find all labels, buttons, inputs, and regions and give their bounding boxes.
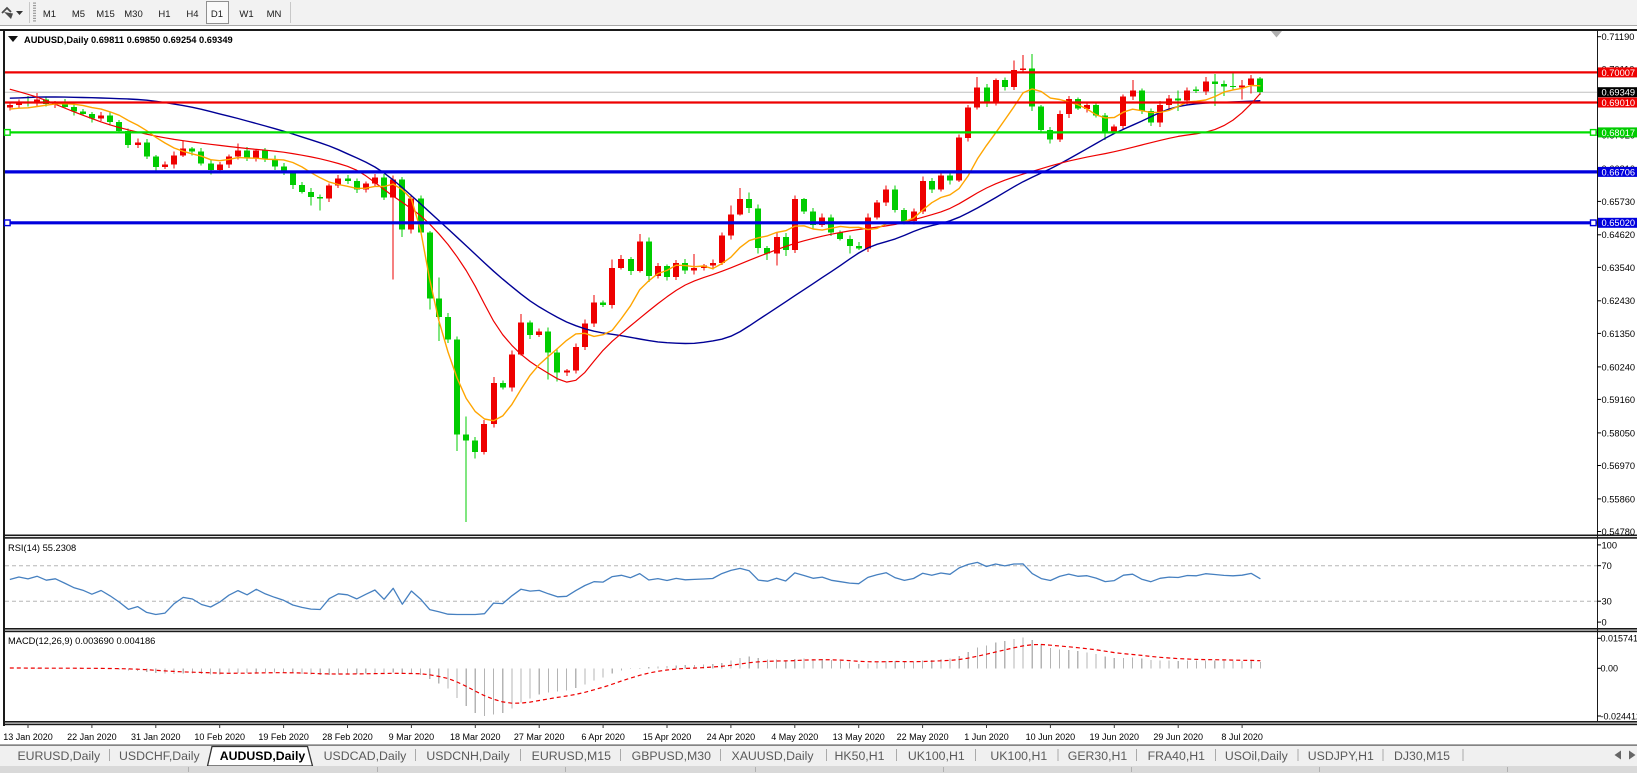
svg-text:0.63540: 0.63540 bbox=[1602, 263, 1636, 273]
svg-text:MACD(12,26,9) 0.003690 0.00418: MACD(12,26,9) 0.003690 0.004186 bbox=[8, 636, 155, 646]
svg-text:0.59160: 0.59160 bbox=[1602, 395, 1636, 405]
svg-text:13 May 2020: 13 May 2020 bbox=[833, 732, 885, 742]
svg-text:0.71190: 0.71190 bbox=[1602, 32, 1635, 42]
svg-text:0.54780: 0.54780 bbox=[1602, 527, 1636, 537]
svg-text:4 May 2020: 4 May 2020 bbox=[771, 732, 818, 742]
svg-text:EURUSD,Daily: EURUSD,Daily bbox=[17, 749, 101, 763]
svg-text:19 Feb 2020: 19 Feb 2020 bbox=[258, 732, 309, 742]
svg-text:H4: H4 bbox=[186, 9, 198, 20]
svg-text:9 Mar 2020: 9 Mar 2020 bbox=[389, 732, 435, 742]
svg-text:MN: MN bbox=[267, 9, 282, 20]
svg-text:0.65020: 0.65020 bbox=[1602, 218, 1636, 228]
svg-text:0.56970: 0.56970 bbox=[1602, 461, 1636, 471]
svg-text:28 Feb 2020: 28 Feb 2020 bbox=[322, 732, 373, 742]
svg-text:USDCNH,Daily: USDCNH,Daily bbox=[426, 749, 510, 763]
svg-text:19 Jun 2020: 19 Jun 2020 bbox=[1090, 732, 1140, 742]
svg-text:13 Jan 2020: 13 Jan 2020 bbox=[3, 732, 53, 742]
svg-text:6 Apr 2020: 6 Apr 2020 bbox=[581, 732, 625, 742]
svg-text:0.64620: 0.64620 bbox=[1602, 230, 1636, 240]
svg-text:W1: W1 bbox=[239, 9, 253, 20]
svg-text:29 Jun 2020: 29 Jun 2020 bbox=[1153, 732, 1203, 742]
svg-text:USOil,Daily: USOil,Daily bbox=[1225, 749, 1289, 763]
svg-text:0.61350: 0.61350 bbox=[1602, 329, 1636, 339]
svg-text:USDJPY,H1: USDJPY,H1 bbox=[1308, 749, 1374, 763]
svg-text:0.65730: 0.65730 bbox=[1602, 197, 1636, 207]
svg-text:18 Mar 2020: 18 Mar 2020 bbox=[450, 732, 501, 742]
svg-text:0.015741: 0.015741 bbox=[1601, 634, 1637, 644]
svg-text:0.69010: 0.69010 bbox=[1602, 98, 1636, 108]
svg-text:EURUSD,M15: EURUSD,M15 bbox=[532, 749, 611, 763]
svg-text:0.60240: 0.60240 bbox=[1602, 362, 1636, 372]
svg-text:-0.024412: -0.024412 bbox=[1601, 711, 1637, 721]
svg-text:M1: M1 bbox=[43, 9, 56, 20]
svg-text:0: 0 bbox=[1602, 618, 1607, 628]
svg-text:UK100,H1: UK100,H1 bbox=[990, 749, 1047, 763]
svg-text:0.68017: 0.68017 bbox=[1602, 128, 1636, 138]
svg-text:10 Jun 2020: 10 Jun 2020 bbox=[1026, 732, 1076, 742]
svg-text:0.66706: 0.66706 bbox=[1602, 167, 1636, 177]
svg-text:15 Apr 2020: 15 Apr 2020 bbox=[643, 732, 692, 742]
svg-text:0.69811 0.69850 0.69254 0.6934: 0.69811 0.69850 0.69254 0.69349 bbox=[91, 35, 233, 45]
svg-text:0.00: 0.00 bbox=[1601, 664, 1619, 674]
svg-text:GER30,H1: GER30,H1 bbox=[1068, 749, 1128, 763]
svg-text:70: 70 bbox=[1602, 561, 1612, 571]
svg-text:0.69349: 0.69349 bbox=[1602, 88, 1636, 98]
svg-text:M15: M15 bbox=[96, 9, 114, 20]
svg-text:USDCHF,Daily: USDCHF,Daily bbox=[119, 749, 200, 763]
svg-text:FRA40,H1: FRA40,H1 bbox=[1148, 749, 1206, 763]
svg-text:DJ30,M15: DJ30,M15 bbox=[1394, 749, 1450, 763]
svg-text:100: 100 bbox=[1602, 540, 1618, 550]
svg-text:GBPUSD,M30: GBPUSD,M30 bbox=[632, 749, 711, 763]
svg-text:AUDUSD,Daily: AUDUSD,Daily bbox=[24, 35, 89, 45]
svg-text:24 Apr 2020: 24 Apr 2020 bbox=[707, 732, 756, 742]
svg-text:USDCAD,Daily: USDCAD,Daily bbox=[324, 749, 408, 763]
svg-text:0.55860: 0.55860 bbox=[1602, 494, 1636, 504]
svg-text:27 Mar 2020: 27 Mar 2020 bbox=[514, 732, 565, 742]
svg-text:UK100,H1: UK100,H1 bbox=[908, 749, 965, 763]
svg-text:0.58050: 0.58050 bbox=[1602, 428, 1636, 438]
svg-text:D1: D1 bbox=[211, 9, 223, 20]
svg-text:RSI(14) 55.2308: RSI(14) 55.2308 bbox=[8, 543, 76, 553]
svg-text:0.62430: 0.62430 bbox=[1602, 296, 1636, 306]
svg-text:M30: M30 bbox=[124, 9, 142, 20]
svg-text:22 May 2020: 22 May 2020 bbox=[897, 732, 949, 742]
svg-text:H1: H1 bbox=[158, 9, 170, 20]
svg-text:HK50,H1: HK50,H1 bbox=[835, 749, 885, 763]
svg-text:M5: M5 bbox=[72, 9, 85, 20]
svg-text:XAUUSD,Daily: XAUUSD,Daily bbox=[732, 749, 815, 763]
svg-text:22 Jan 2020: 22 Jan 2020 bbox=[67, 732, 117, 742]
svg-text:30: 30 bbox=[1602, 597, 1612, 607]
svg-text:8 Jul 2020: 8 Jul 2020 bbox=[1221, 732, 1263, 742]
svg-text:1 Jun 2020: 1 Jun 2020 bbox=[964, 732, 1009, 742]
svg-text:AUDUSD,Daily: AUDUSD,Daily bbox=[220, 749, 306, 763]
svg-text:10 Feb 2020: 10 Feb 2020 bbox=[194, 732, 245, 742]
svg-text:0.70007: 0.70007 bbox=[1602, 68, 1636, 78]
svg-text:31 Jan 2020: 31 Jan 2020 bbox=[131, 732, 181, 742]
